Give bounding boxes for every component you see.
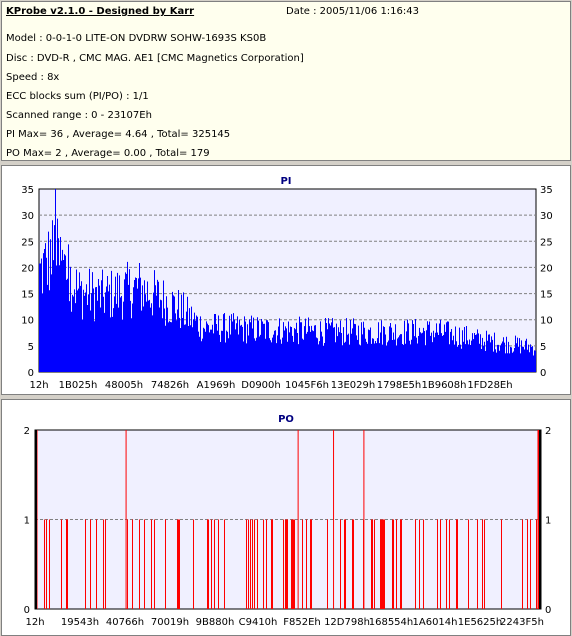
drive-model: Model : 0-0-1-0 LITE-ON DVDRW SOHW-1693S… [6,33,267,44]
y-tick-label-left: 10 [21,316,34,327]
po-summary: PO Max= 2 , Average= 0.00 , Total= 179 [6,148,210,159]
y-tick-label-right: 30 [540,211,553,222]
x-tick-label: 13E029h [331,380,375,391]
x-tick-label: 40766h [106,617,144,628]
chart-title: PO [278,414,294,425]
y-tick-label-right: 5 [540,342,546,353]
x-tick-label: 1FD28Eh [467,380,512,391]
app-title: KProbe v2.1.0 - Designed by Karr [6,6,195,17]
x-tick-label: 1A6014h [413,617,458,628]
x-tick-label: 1B025h [59,380,98,391]
x-tick-label: 74826h [151,380,189,391]
x-tick-label: F852Eh [283,617,321,628]
pi-summary: PI Max= 36 , Average= 4.64 , Total= 3251… [6,129,231,140]
x-tick-label: 48005h [105,380,143,391]
x-tick-label: D0900h [241,380,281,391]
po-chart: PO 0 0 1 1 2 2 12h 19543h 40766h 70019h 9B880h C9410… [24,414,552,628]
x-tick-label: 2243F5h [500,617,544,628]
x-tick-label: C9410h [239,617,278,628]
y-tick-label-right: 0 [540,368,546,379]
x-tick-label: 9B880h [196,617,235,628]
y-tick-label-left: 0 [24,605,30,616]
y-tick-label-right: 1 [545,516,551,527]
scanned-range: Scanned range : 0 - 23107Eh [6,110,152,121]
pi-series [39,189,536,372]
y-tick-label-left: 25 [21,237,34,248]
x-tick-label: 1798E5h [377,380,421,391]
y-tick-label-right: 35 [540,185,553,196]
x-tick-label: 1E5625h [458,617,502,628]
report-header: KProbe v2.1.0 - Designed by Karr Date : … [1,1,571,161]
x-tick-label: 1B9608h [421,380,466,391]
y-tick-label-left: 2 [24,426,30,437]
y-tick-label-left: 5 [28,342,34,353]
po-chart-panel: PO 0 0 1 1 2 2 12h 19543h 40766h 70019h 9B880h C9410… [1,399,571,636]
x-tick-label: 70019h [151,617,189,628]
y-tick-label-left: 15 [21,290,34,301]
y-tick-label-right: 0 [545,605,551,616]
y-tick-label-right: 15 [540,290,553,301]
pi-chart-panel: PI 0 0 5 5 10 10 15 15 20 20 25 25 30 30 35 35 12h 1B025h 4… [1,165,571,395]
y-tick-label-right: 25 [540,237,553,248]
y-tick-label-left: 30 [21,211,34,222]
x-tick-label: 168554h [369,617,414,628]
disc-info: Disc : DVD-R , CMC MAG. AE1 [CMC Magneti… [6,53,304,64]
ecc-blocks-info: ECC blocks sum (PI/PO) : 1/1 [6,91,149,102]
y-tick-label-left: 35 [21,185,34,196]
x-tick-label: 19543h [61,617,99,628]
y-tick-label-left: 0 [28,368,34,379]
speed-info: Speed : 8x [6,72,60,83]
y-tick-label-left: 1 [24,516,30,527]
pi-chart: PI 0 0 5 5 10 10 15 15 20 20 25 25 30 30 35 35 12h 1B025h 4… [21,176,553,391]
x-tick-label: 12h [25,617,44,628]
x-tick-label: 12D798h [324,617,370,628]
x-tick-label: 1045F6h [285,380,329,391]
x-tick-label: A1969h [197,380,236,391]
y-tick-label-right: 20 [540,263,553,274]
y-tick-label-right: 10 [540,316,553,327]
x-tick-label: 12h [29,380,48,391]
y-tick-label-right: 2 [545,426,551,437]
chart-title: PI [280,176,291,187]
y-tick-label-left: 20 [21,263,34,274]
scan-date: Date : 2005/11/06 1:16:43 [286,6,419,17]
